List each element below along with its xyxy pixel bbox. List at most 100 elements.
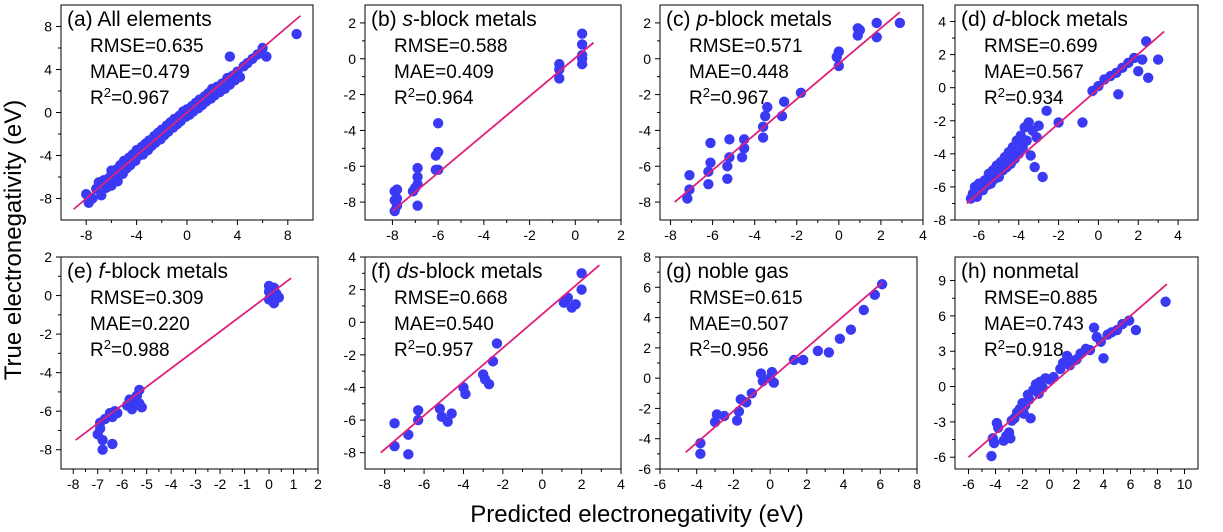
x-tick-label: 2 [877,227,885,243]
x-tick-label: 4 [919,227,927,243]
data-point [446,408,457,419]
x-tick-label: -6 [418,476,431,492]
data-point [94,423,106,434]
data-point [741,397,752,408]
y-tick-label: 4 [643,310,651,326]
y-tick-label: -8 [934,212,947,228]
fit-line [75,277,292,441]
x-tick-label: -6 [654,476,667,492]
data-point [1077,117,1088,128]
fit-line [391,41,595,212]
y-tick-label: 9 [938,273,946,289]
x-tick-label: 2 [1073,476,1081,492]
plot-frame [954,4,1199,221]
data-point [986,450,997,462]
x-tick-label: -2 [214,476,227,492]
x-tick-label: 0 [538,476,546,492]
y-tick-label: 0 [643,51,651,67]
data-point [412,405,424,416]
r2-label: R2=0.956 [689,337,769,361]
x-tick-label: 6 [1127,476,1135,492]
panel-title: (g) noble gas [666,260,789,283]
rmse-label: RMSE=0.668 [394,288,508,309]
data-point [703,178,714,190]
data-point [136,402,147,413]
data-point [871,17,882,29]
plot-frame [60,256,319,470]
x-tick-label: -4 [478,227,491,243]
x-tick-label: -6 [116,476,129,492]
x-tick-label: 2 [578,476,586,492]
mae-label: MAE=0.743 [984,314,1084,335]
mae-label: MAE=0.409 [394,62,494,83]
plot-frame [364,256,622,470]
rmse-label: RMSE=0.571 [689,36,803,57]
data-point [107,438,118,450]
fit-line [967,283,1168,458]
data-point [1098,353,1109,364]
y-tick-label: 8 [44,19,52,35]
y-tick-label: -8 [40,191,53,207]
y-tick-label: 4 [938,14,946,30]
x-tick-label: -2 [727,476,740,492]
data-point [432,164,444,176]
data-point [724,134,735,145]
data-point [854,24,866,36]
y-tick-label: -4 [639,122,652,138]
x-tick-label: 1 [290,476,298,492]
x-tick-label: -4 [989,476,1002,492]
data-point [795,87,807,98]
x-tick-label: 2 [803,476,811,492]
y-tick-label: -2 [344,347,357,363]
data-point [833,60,845,72]
data-point [768,377,780,388]
r2-label: R2=0.967 [90,85,170,109]
data-point [1037,171,1048,183]
data-point [97,434,108,446]
data-point [576,28,588,39]
data-point [1093,80,1104,92]
x-tick-label: -6 [432,227,445,243]
x-tick-label: -2 [791,227,804,243]
y-tick-label: -4 [40,148,53,164]
rmse-label: RMSE=0.635 [90,36,204,57]
data-point [96,190,107,201]
data-point [389,440,400,452]
data-point [695,438,706,449]
fit-line [674,11,901,203]
panel-title: (c) p-block metals [666,8,832,31]
fit-line [73,15,301,210]
data-point [695,448,706,460]
panel-title: (f) ds-block metals [371,260,543,283]
x-tick-label: 8 [913,476,921,492]
data-point [812,345,824,357]
data-point [576,53,588,64]
x-tick-label: 0 [835,227,843,243]
x-tick-label: 0 [265,476,273,492]
mae-label: MAE=0.540 [394,314,494,335]
data-point [1025,413,1036,424]
data-point [858,304,869,316]
data-point [971,191,983,203]
panel-e: -8 -7 -6 -5 -4 -3 -2 -1 0 1 2-8-6-4-202(e) f-block… [40,249,323,492]
data-point [460,388,471,400]
data-point [823,347,835,358]
data-point [1123,315,1135,326]
panel-f: -8 -6 -4 -2 0 2 4 -8 -6 -4 -2 0 2 4 (f) ds-block metal… [344,249,626,492]
mae-label: MAE=0.220 [90,314,190,335]
y-tick-label: 2 [643,340,651,356]
y-tick-label: -6 [934,179,947,195]
x-tick-label: -4 [165,476,178,492]
data-point [682,193,693,204]
x-tick-label: -6 [973,227,986,243]
data-point [757,132,769,143]
data-point [1113,89,1124,100]
y-tick-label: -2 [934,113,947,129]
data-point [1088,322,1100,333]
x-tick-label: 10 [1177,476,1193,492]
y-tick-label: 2 [348,15,356,31]
x-tick-label: -8 [378,476,391,492]
data-point [434,403,446,414]
rmse-label: RMSE=0.309 [90,288,204,309]
